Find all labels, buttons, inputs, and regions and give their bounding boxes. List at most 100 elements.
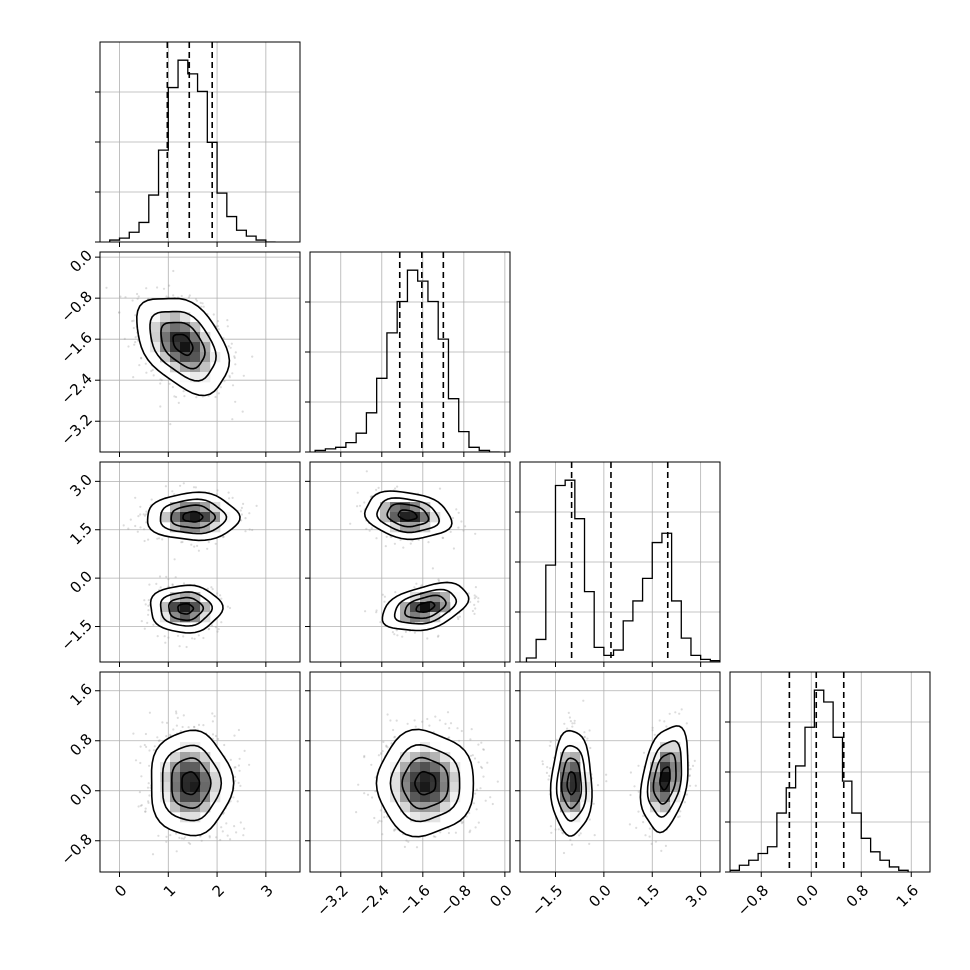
density-cell: [160, 602, 171, 613]
density-cell: [200, 802, 211, 813]
density-cell: [170, 312, 181, 323]
density-cell: [390, 792, 401, 803]
panel-frame: [99, 461, 301, 663]
density-cell: [210, 352, 221, 363]
density-cell: [170, 752, 181, 763]
y-tick-label: −0.8: [58, 287, 96, 325]
density-cell: [430, 602, 441, 613]
density-cell: [180, 352, 191, 363]
density-cell: [160, 332, 171, 343]
density-cell: [190, 352, 201, 363]
density-cell: [400, 602, 411, 613]
density-cell: [560, 792, 571, 803]
density-contour: [159, 591, 214, 627]
density-cell: [190, 342, 201, 353]
density-contour: [646, 740, 683, 818]
density-cell: [390, 502, 401, 513]
y-tick-label: −2.4: [58, 369, 96, 407]
density-cell: [390, 772, 401, 783]
density-cell: [390, 512, 401, 523]
density-cell: [430, 592, 441, 603]
density-cell: [420, 782, 431, 793]
density-cell: [440, 782, 451, 793]
y-tick-label: 0.0: [66, 567, 96, 597]
density-cell: [420, 792, 431, 803]
x-tick-label: 3: [257, 881, 276, 900]
density-cell: [190, 592, 201, 603]
density-cell: [150, 342, 161, 353]
scatter-panel-1-2: [305, 461, 511, 667]
panel-frame: [99, 251, 301, 453]
x-tick-label: 1: [160, 881, 179, 900]
density-cell: [180, 322, 191, 333]
x-tick-label: −0.8: [436, 881, 474, 919]
density-contour: [182, 510, 204, 523]
density-cell: [400, 612, 411, 623]
density-cell: [180, 782, 191, 793]
density-contour: [560, 757, 583, 810]
density-cell: [570, 752, 581, 763]
density-cell: [180, 772, 191, 783]
density-cell: [180, 312, 191, 323]
density-contour: [415, 601, 436, 614]
density-cell: [410, 602, 421, 613]
x-tick-label: 0.8: [843, 881, 873, 911]
density-cell: [660, 752, 671, 763]
density-cell: [170, 802, 181, 813]
density-cell: [450, 772, 461, 783]
density-cell: [650, 792, 661, 803]
density-cell: [170, 592, 181, 603]
density-contour: [401, 756, 449, 810]
density-contour: [659, 766, 671, 791]
density-cell: [170, 502, 181, 513]
density-contour: [149, 584, 224, 634]
scatter-panel-1-3: −3.2 −2.4 −1.6 −0.8 0.0: [305, 671, 516, 920]
x-tick-label: 1.6: [893, 881, 923, 911]
density-cell: [560, 802, 571, 813]
density-cell: [170, 512, 181, 523]
x-tick-label: −1.6: [395, 881, 433, 919]
density-cell: [420, 602, 431, 613]
density-cell: [560, 772, 571, 783]
density-cell: [210, 792, 221, 803]
density-cell: [410, 512, 421, 523]
panel-frame: [309, 671, 511, 873]
density-cell: [200, 332, 211, 343]
density-cell: [660, 782, 671, 793]
density-cell: [190, 322, 201, 333]
y-tick-label: 0.0: [66, 780, 96, 810]
density-cell: [210, 502, 221, 513]
density-cell: [170, 362, 181, 373]
panel-frame: [519, 671, 721, 873]
density-cell: [670, 742, 681, 753]
density-cell: [570, 802, 581, 813]
density-cell: [180, 762, 191, 773]
density-contour: [549, 729, 593, 837]
y-tick-label: 0.8: [66, 730, 96, 760]
density-cell: [170, 322, 181, 333]
density-cell: [660, 792, 671, 803]
y-tick-label: 1.6: [66, 680, 96, 710]
density-cell: [190, 742, 201, 753]
density-contour: [135, 297, 231, 397]
density-cell: [200, 762, 211, 773]
density-contour: [414, 770, 437, 796]
density-cell: [400, 792, 411, 803]
density-cell: [400, 762, 411, 773]
density-cell: [160, 782, 171, 793]
density-cell: [440, 762, 451, 773]
density-cell: [200, 362, 211, 373]
density-cell: [430, 802, 441, 813]
density-cell: [200, 772, 211, 783]
hist-panel-2: [515, 461, 721, 667]
density-cell: [220, 512, 231, 523]
density-cell: [420, 812, 431, 823]
density-cell: [190, 792, 201, 803]
histogram-step: [109, 59, 276, 242]
density-cell: [160, 772, 171, 783]
density-contour: [381, 581, 470, 632]
density-cell: [160, 342, 171, 353]
density-cell: [190, 372, 201, 383]
histogram-step: [314, 269, 500, 452]
density-cell: [150, 312, 161, 323]
